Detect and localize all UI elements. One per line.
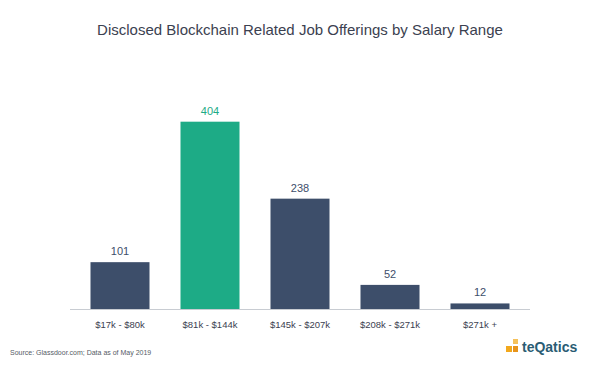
x-tick-label: $81k - $144k bbox=[183, 319, 238, 330]
data-label: 52 bbox=[384, 268, 396, 280]
logo-square bbox=[513, 339, 518, 344]
x-axis-line bbox=[70, 309, 530, 310]
bar bbox=[181, 122, 240, 309]
bar bbox=[451, 303, 510, 309]
data-label: 404 bbox=[201, 105, 219, 117]
chart-title: Disclosed Blockchain Related Job Offerin… bbox=[97, 21, 503, 38]
data-label: 101 bbox=[111, 245, 129, 257]
x-tick-label: $208k - $271k bbox=[360, 319, 420, 330]
bar bbox=[91, 262, 150, 309]
data-label: 238 bbox=[291, 182, 309, 194]
bar bbox=[271, 199, 330, 309]
bars bbox=[91, 122, 510, 309]
data-label: 12 bbox=[474, 286, 486, 298]
chart-svg: Disclosed Blockchain Related Job Offerin… bbox=[0, 0, 600, 366]
logo-square bbox=[506, 346, 512, 352]
logo-square bbox=[513, 346, 518, 352]
chart-container: Disclosed Blockchain Related Job Offerin… bbox=[0, 0, 600, 366]
logo: teQatics bbox=[506, 339, 577, 355]
x-tick-label: $145k - $207k bbox=[270, 319, 330, 330]
x-tick-label: $271k + bbox=[463, 319, 498, 330]
source-note: Source: Glassdoor.com; Data as of May 20… bbox=[10, 349, 151, 357]
bar bbox=[361, 285, 420, 309]
x-tick-label: $17k - $80k bbox=[95, 319, 145, 330]
logo-text: teQatics bbox=[522, 339, 577, 355]
